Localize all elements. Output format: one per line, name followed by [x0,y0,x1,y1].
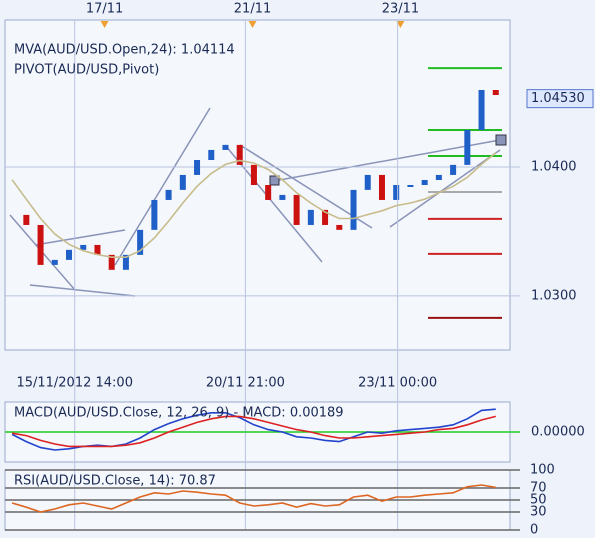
series-line [11,415,496,448]
event-marker [396,21,405,28]
candle [307,209,314,225]
candle [378,174,385,200]
top-tick-label: 21/11 [234,2,271,17]
candle [66,249,73,260]
candle [51,259,58,265]
y-tick-label: 0 [530,523,538,538]
anchor [495,134,507,146]
candle [236,144,243,165]
y-tick-label: 70 [530,481,547,496]
candle [122,254,129,270]
candle [464,129,471,165]
last-price-box [526,89,594,109]
last-price: 1.04530 [531,91,585,106]
candle [450,164,457,175]
candle [151,199,158,230]
y-tick-label: 50 [530,493,547,508]
candle [364,174,371,190]
candle [336,224,343,230]
candle [94,244,101,255]
candle [407,185,414,187]
panel-title: MACD(AUD/USD.Close, 12, 26, 9) - MACD: 0… [14,406,344,421]
candle [80,244,87,250]
y-tick-label: 1.0400 [531,159,577,174]
candle [137,229,144,255]
candle [435,174,442,180]
candle [478,89,485,130]
y-tick-label: 30 [530,505,547,520]
event-marker [100,21,109,28]
candle [108,254,115,270]
y-tick-label: 100 [530,463,555,478]
candle [279,194,286,200]
candle [194,159,201,175]
candle [293,194,300,225]
y-tick-label: 0.00000 [531,425,585,440]
legend-entry: MVA(AUD/USD.Open,24): 1.04114 [14,43,235,58]
candle [393,185,400,200]
top-tick-label: 23/11 [382,2,419,17]
candle [37,224,44,265]
candle [23,214,30,225]
panel-title: RSI(AUD/USD.Close, 14): 70.87 [14,474,216,489]
candle [222,144,229,150]
candle [179,174,186,190]
candle [492,89,499,96]
top-tick-label: 17/11 [86,2,123,17]
y-tick-label: 1.0300 [531,288,577,303]
series-line [11,484,496,513]
candle [350,189,357,230]
candle [208,149,215,160]
candle [322,209,329,225]
candle [265,185,272,200]
candle [165,189,172,200]
candle [421,179,428,185]
anchor [269,175,280,186]
legend-entry: PIVOT(AUD/USD,Pivot) [14,63,159,78]
event-marker [248,21,257,28]
candle [250,164,257,185]
series-line [11,152,497,258]
